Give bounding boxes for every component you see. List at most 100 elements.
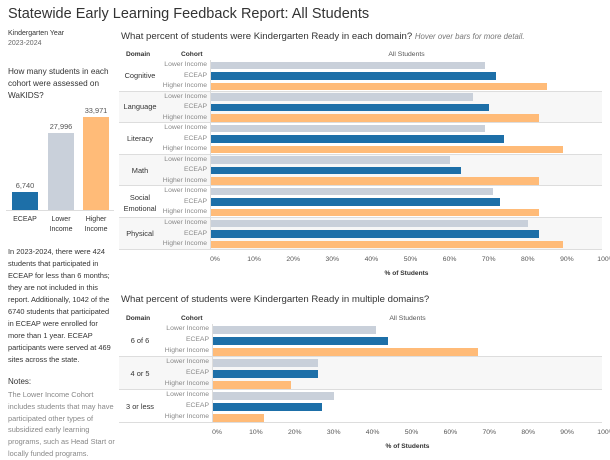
x-tick-label: 20%: [286, 255, 300, 263]
bar-lower-income[interactable]: [211, 156, 450, 164]
cohort-label: Lower Income: [164, 124, 207, 132]
bar-higher-income[interactable]: [211, 177, 540, 185]
baseline: [6, 210, 114, 211]
cohort-header: Cohort: [181, 315, 203, 322]
cohort-label: Lower Income: [166, 391, 209, 398]
bar-lower-income[interactable]: [211, 219, 528, 228]
count-chart: 6,740 ECEAP 27,996 Lower Income 33,971 Higher I…: [0, 100, 115, 240]
notes-body: The Lower Income Cohort includes student…: [8, 390, 115, 458]
count-category-label: Higher: [85, 216, 107, 223]
x-tick-label: 100%: [597, 255, 610, 263]
bar-eceap[interactable]: [213, 336, 389, 345]
count-bar[interactable]: [12, 191, 38, 210]
cohort-label: ECEAP: [183, 166, 207, 174]
bar-eceap[interactable]: [211, 166, 462, 175]
bar-higher-income[interactable]: [213, 347, 478, 356]
bar-lower-income[interactable]: [213, 325, 377, 334]
column-header: All Students: [389, 315, 426, 322]
bar-higher-income[interactable]: [213, 380, 291, 389]
notes-heading: Notes:: [8, 377, 32, 386]
x-tick-label: 40%: [364, 255, 379, 263]
x-axis-label: % of Students: [384, 269, 429, 277]
bar-lower-income[interactable]: [211, 124, 485, 133]
cohort-label: ECEAP: [183, 103, 207, 111]
domain-header: Domain: [126, 315, 151, 322]
x-tick-label: 100%: [597, 429, 610, 436]
chart-title-text: What percent of students were Kindergart…: [121, 294, 430, 305]
cohort-label: Lower Income: [164, 61, 207, 68]
domain-label: Cognitive: [124, 70, 156, 80]
bar-eceap[interactable]: [211, 72, 497, 80]
domain-header: Domain: [126, 51, 151, 58]
bar-higher-income[interactable]: [213, 413, 264, 422]
plot-border: [212, 324, 213, 423]
bar-higher-income[interactable]: [211, 145, 563, 154]
domain-label: Language: [123, 102, 157, 112]
bar-eceap[interactable]: [213, 402, 322, 411]
bar-eceap[interactable]: [211, 198, 501, 206]
domain-label: 6 of 6: [130, 335, 150, 345]
cohort-label: Lower Income: [164, 219, 207, 226]
filter-year-value[interactable]: 2023-2024: [8, 40, 42, 47]
bar-eceap[interactable]: [211, 230, 540, 238]
cohort-label: ECEAP: [183, 197, 207, 205]
bar-lower-income[interactable]: [213, 358, 319, 367]
x-tick-label: 50%: [403, 255, 418, 263]
count-category-label: ECEAP: [13, 216, 37, 223]
count-bar[interactable]: [48, 133, 74, 210]
bar-higher-income[interactable]: [211, 240, 563, 249]
page-title: Statewide Early Learning Feedback Report…: [8, 6, 370, 22]
cohort-label: ECEAP: [185, 336, 209, 343]
x-tick-label: 50%: [404, 429, 419, 436]
cohort-label: Higher Income: [162, 113, 207, 121]
count-category-label: Lower: [51, 216, 71, 223]
domain-band: [119, 357, 602, 390]
cohort-label: Higher Income: [162, 176, 207, 184]
count-label: 6,740: [15, 180, 35, 190]
x-tick-label: 70%: [482, 429, 497, 436]
bar-lower-income[interactable]: [211, 61, 485, 70]
x-axis-label: % of Students: [385, 443, 430, 450]
cohort-label: ECEAP: [183, 134, 207, 142]
bar-eceap[interactable]: [213, 369, 319, 378]
bar-higher-income[interactable]: [211, 208, 540, 217]
cohort-label: ECEAP: [185, 402, 209, 409]
cohort-label: Lower Income: [164, 187, 207, 195]
cohort-label: ECEAP: [185, 369, 209, 376]
cohort-label: Higher Income: [162, 145, 207, 153]
bar-lower-income[interactable]: [213, 391, 334, 400]
bar-lower-income[interactable]: [211, 187, 493, 196]
x-tick-label: 70%: [481, 255, 496, 263]
cohort-label: Lower Income: [166, 358, 209, 365]
cohort-label: Lower Income: [166, 325, 209, 332]
x-tick-label: 80%: [520, 255, 535, 263]
x-tick-label: 40%: [365, 429, 380, 436]
domain-label: Math: [131, 165, 149, 175]
domain-band: [119, 390, 602, 423]
count-label: 27,996: [49, 122, 73, 132]
count-label: 33,971: [84, 106, 108, 115]
bar-lower-income[interactable]: [211, 93, 473, 101]
bar-higher-income[interactable]: [211, 82, 548, 91]
cohort-label: ECEAP: [183, 229, 207, 237]
cohort-label: Higher Income: [164, 380, 209, 387]
x-tick-label: 20%: [287, 429, 302, 436]
bar-eceap[interactable]: [211, 135, 505, 143]
x-tick-label: 0%: [212, 429, 222, 436]
x-tick-label: 10%: [249, 429, 263, 436]
x-tick-label: 0%: [210, 255, 220, 263]
x-tick-label: 80%: [521, 429, 535, 436]
chart-title: What percent of students were Kindergart…: [121, 294, 429, 305]
bar-eceap[interactable]: [211, 103, 489, 112]
filter-label: Kindergarten Year: [8, 30, 65, 37]
count-bar[interactable]: [83, 117, 109, 210]
x-tick-label: 60%: [442, 255, 457, 263]
bar-higher-income[interactable]: [211, 114, 540, 122]
eceap-note: In 2023-2024, there were 424 students th…: [8, 247, 111, 364]
cohort-label: Higher Income: [164, 347, 209, 354]
plot-border: [210, 60, 211, 250]
chart-title-text: What percent of students were Kindergart…: [121, 31, 413, 42]
x-tick-label: 90%: [560, 255, 574, 263]
cohort-label: ECEAP: [183, 71, 207, 79]
cohort-label: Higher Income: [162, 208, 207, 216]
